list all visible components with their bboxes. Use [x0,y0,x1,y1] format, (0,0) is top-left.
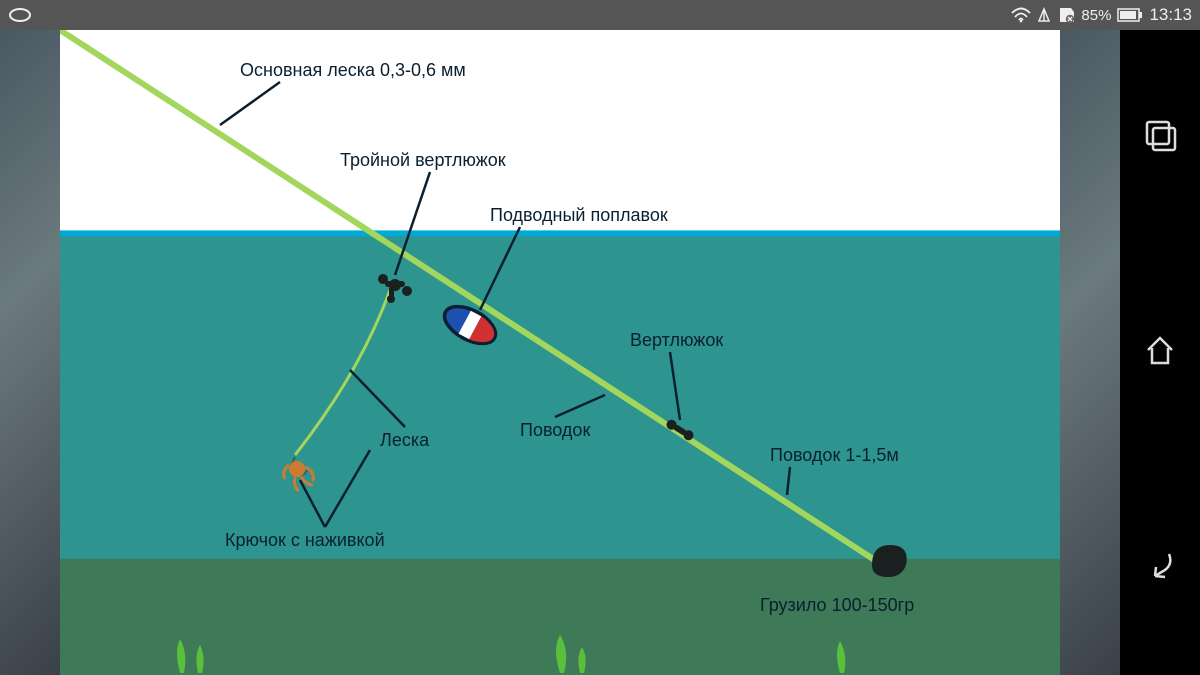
clock: 13:13 [1149,5,1192,25]
signal-icon [1037,7,1051,23]
label-main-line: Основная леска 0,3-0,6 мм [240,60,466,81]
app-icon [8,6,32,24]
label-hook: Крючок с наживкой [225,530,385,551]
battery-icon [1117,8,1143,22]
label-line: Леска [380,430,429,451]
content-area: Основная леска 0,3-0,6 мм Тройной вертлюж… [0,30,1120,675]
background-strip-left [0,30,60,675]
label-leader: Поводок [520,420,590,441]
label-triple-swivel: Тройной вертлюжок [340,150,506,171]
back-button[interactable] [1143,548,1177,587]
label-leader-len: Поводок 1-1,5м [770,445,899,466]
recent-apps-button[interactable] [1143,118,1177,157]
sd-card-icon [1057,7,1075,23]
background-strip-right [1060,30,1120,675]
home-button[interactable] [1143,333,1177,372]
android-nav-bar [1120,30,1200,675]
label-float: Подводный поплавок [490,205,668,226]
battery-percent: 85% [1081,7,1111,24]
label-swivel: Вертлюжок [630,330,723,351]
label-sinker: Грузило 100-150гр [760,595,914,616]
wifi-icon [1011,7,1031,23]
diagram-svg [60,30,1060,675]
device-screen: 85% 13:13 [0,0,1200,675]
fishing-rig-diagram: Основная леска 0,3-0,6 мм Тройной вертлюж… [60,30,1060,675]
status-bar: 85% 13:13 [0,0,1200,30]
